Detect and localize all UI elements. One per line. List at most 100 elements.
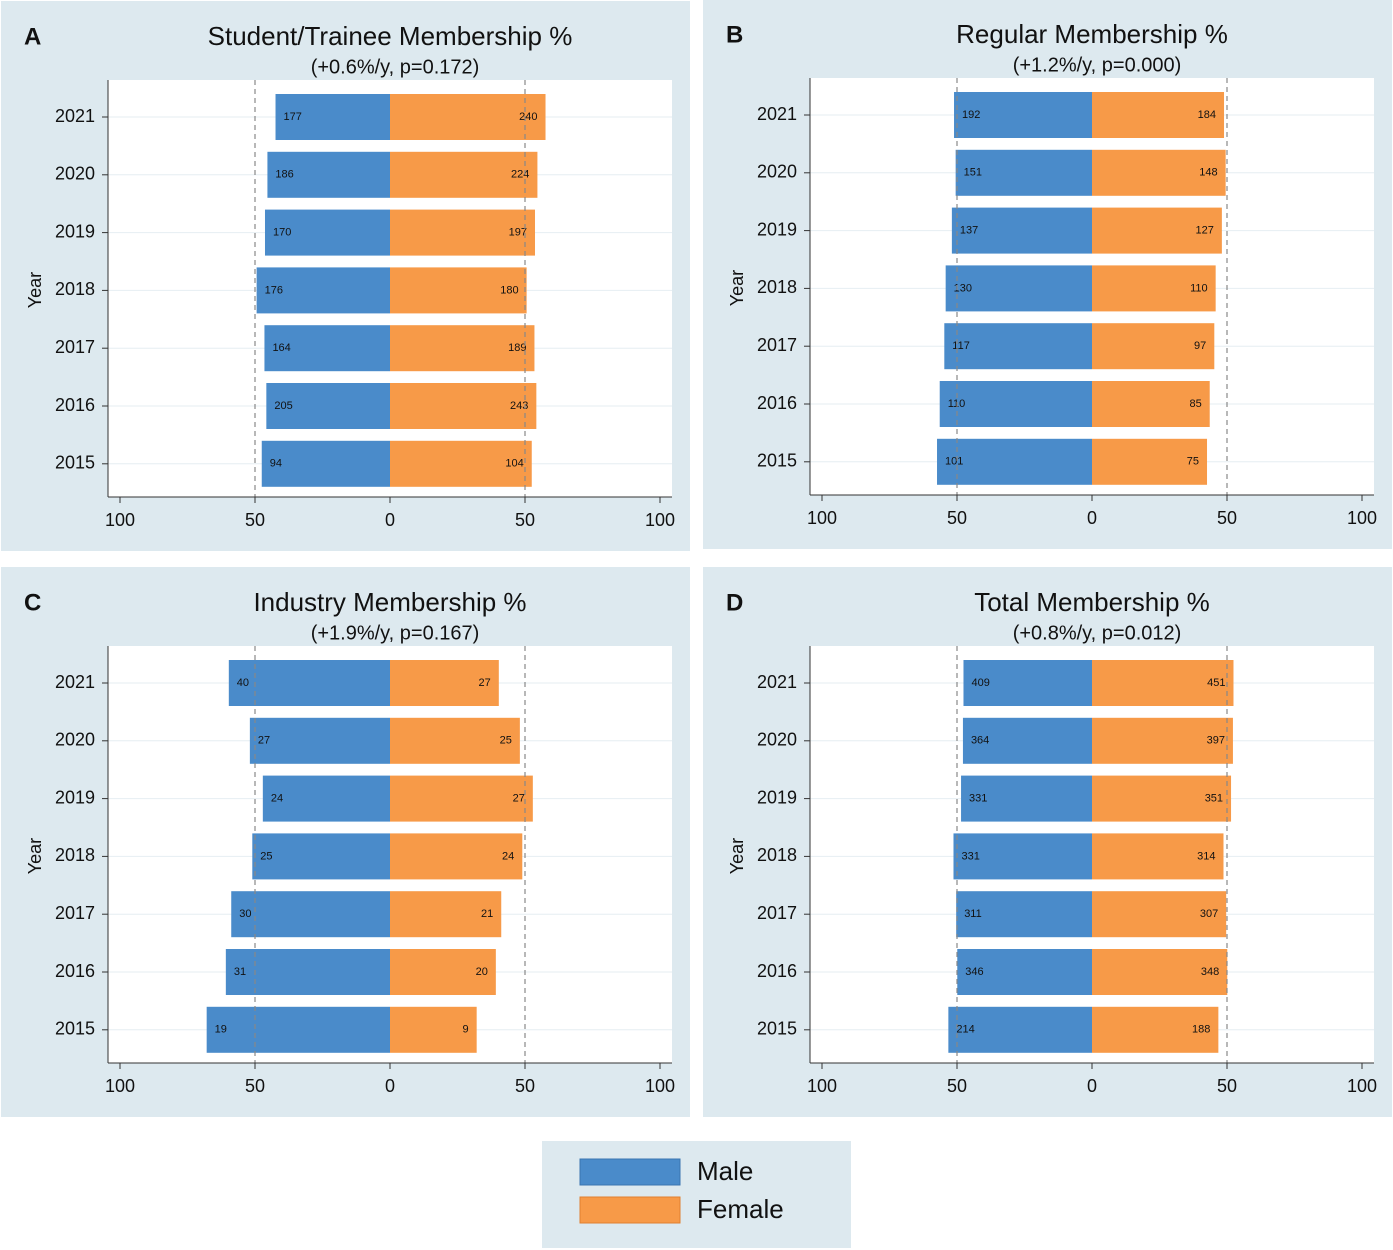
count-label: 75 xyxy=(1187,456,1199,468)
count-label: 24 xyxy=(271,793,283,805)
bar-female xyxy=(390,267,527,314)
panel-label: B xyxy=(726,21,743,48)
bar-male xyxy=(961,775,1092,822)
x-tick-label: 100 xyxy=(645,1076,675,1096)
count-label: 19 xyxy=(215,1024,227,1036)
x-tick-label: 0 xyxy=(385,1076,395,1096)
y-tick-label: 2017 xyxy=(757,903,797,923)
y-tick-label: 2018 xyxy=(757,845,797,865)
bar-female xyxy=(390,209,535,256)
count-label: 331 xyxy=(961,850,979,862)
bar-female xyxy=(1092,949,1228,995)
chart-title: Student/Trainee Membership % xyxy=(208,21,573,51)
bar-male xyxy=(937,438,1092,485)
y-tick-label: 2015 xyxy=(55,453,95,473)
y-tick-label: 2017 xyxy=(55,337,95,357)
y-tick-label: 2017 xyxy=(55,903,95,923)
y-tick-label: 2021 xyxy=(55,672,95,692)
bar-female xyxy=(390,151,538,198)
legend-swatch xyxy=(579,1196,681,1224)
count-label: 205 xyxy=(274,400,292,412)
bar-female xyxy=(1092,660,1234,706)
count-label: 27 xyxy=(258,735,270,747)
count-label: 127 xyxy=(1196,225,1214,237)
count-label: 151 xyxy=(964,167,982,179)
bar-male xyxy=(266,383,390,429)
y-tick-label: 2019 xyxy=(757,787,797,807)
y-tick-label: 2021 xyxy=(757,104,797,124)
count-label: 25 xyxy=(500,735,512,747)
y-tick-label: 2020 xyxy=(757,730,797,750)
count-label: 346 xyxy=(965,966,983,978)
legend-label: Female xyxy=(697,1194,784,1224)
count-label: 97 xyxy=(1194,340,1206,352)
y-tick-label: 2019 xyxy=(757,219,797,239)
bar-male xyxy=(249,717,390,764)
bar-male xyxy=(948,1006,1092,1053)
bar-male xyxy=(956,891,1092,938)
y-tick-label: 2015 xyxy=(55,1019,95,1039)
bar-female xyxy=(1092,92,1225,138)
bar-male xyxy=(953,833,1092,880)
bar-male xyxy=(225,949,390,995)
count-label: 137 xyxy=(960,225,978,237)
count-label: 186 xyxy=(275,169,293,181)
count-label: 311 xyxy=(964,908,982,920)
count-label: 351 xyxy=(1205,793,1223,805)
bar-female xyxy=(390,717,520,764)
y-tick-label: 2021 xyxy=(757,672,797,692)
count-label: 348 xyxy=(1201,966,1219,978)
count-label: 148 xyxy=(1199,167,1217,179)
x-tick-label: 50 xyxy=(1217,1076,1237,1096)
count-label: 101 xyxy=(945,456,963,468)
count-label: 27 xyxy=(513,793,525,805)
bar-female xyxy=(1092,265,1216,312)
bar-female xyxy=(1092,381,1210,427)
count-label: 451 xyxy=(1207,677,1225,689)
y-tick-label: 2020 xyxy=(757,162,797,182)
bar-female xyxy=(390,949,496,995)
count-label: 188 xyxy=(1192,1024,1210,1036)
bar-female xyxy=(390,891,502,938)
x-tick-label: 100 xyxy=(807,508,837,528)
bar-male xyxy=(962,717,1092,764)
x-tick-label: 100 xyxy=(1347,1076,1377,1096)
y-tick-label: 2018 xyxy=(55,279,95,299)
legend-label: Male xyxy=(697,1156,753,1186)
count-label: 40 xyxy=(237,677,249,689)
y-tick-label: 2016 xyxy=(757,961,797,981)
count-label: 176 xyxy=(265,284,283,296)
count-label: 110 xyxy=(1190,282,1208,294)
count-label: 9 xyxy=(463,1024,469,1036)
y-tick-label: 2019 xyxy=(55,221,95,241)
count-label: 240 xyxy=(519,111,537,123)
bar-male xyxy=(231,891,390,938)
x-tick-label: 100 xyxy=(105,510,135,530)
count-label: 184 xyxy=(1198,109,1216,121)
chart-subtitle: (+1.2%/y, p=0.000) xyxy=(1013,54,1182,76)
y-axis-label: Year xyxy=(25,272,45,308)
bar-male xyxy=(957,949,1092,995)
bar-female xyxy=(1092,323,1215,370)
x-tick-label: 100 xyxy=(645,510,675,530)
count-label: 314 xyxy=(1197,850,1215,862)
count-label: 170 xyxy=(273,227,291,239)
bar-female xyxy=(390,775,533,822)
y-tick-label: 2018 xyxy=(55,845,95,865)
count-label: 189 xyxy=(508,342,526,354)
y-axis-label: Year xyxy=(25,838,45,874)
y-tick-label: 2019 xyxy=(55,787,95,807)
count-label: 197 xyxy=(509,227,527,239)
count-label: 104 xyxy=(505,458,523,470)
panel-label: A xyxy=(24,23,41,50)
count-label: 307 xyxy=(1200,908,1218,920)
count-label: 85 xyxy=(1189,398,1201,410)
bar-female xyxy=(1092,149,1226,196)
count-label: 130 xyxy=(954,282,972,294)
chart-subtitle: (+0.8%/y, p=0.012) xyxy=(1013,622,1182,644)
count-label: 243 xyxy=(510,400,528,412)
bar-female xyxy=(390,383,537,429)
count-label: 164 xyxy=(272,342,290,354)
bar-male xyxy=(261,440,390,487)
chart-title: Total Membership % xyxy=(974,587,1210,617)
